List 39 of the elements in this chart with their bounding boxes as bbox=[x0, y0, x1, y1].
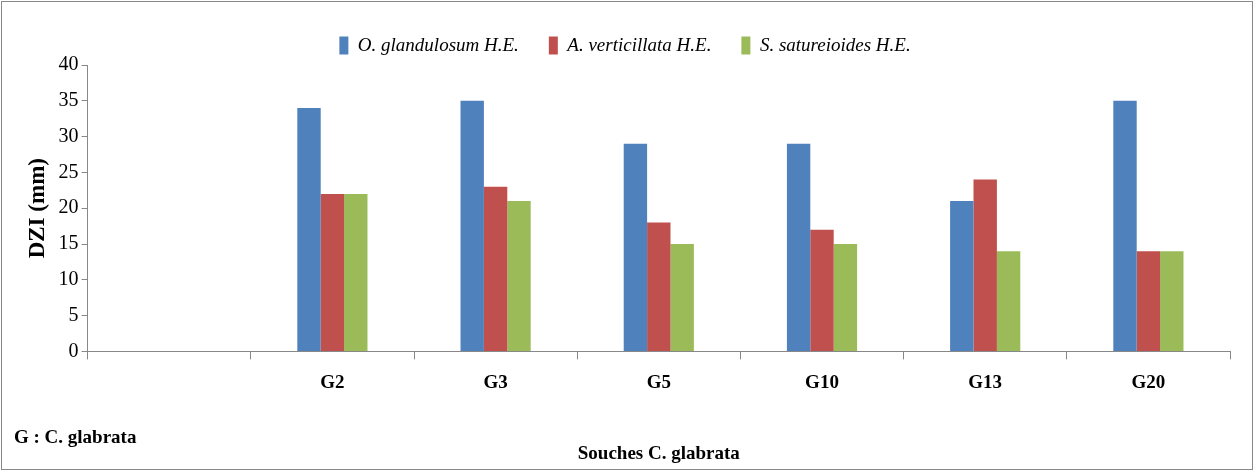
bar bbox=[460, 100, 484, 351]
bar bbox=[647, 222, 671, 351]
x-tick-label: G2 bbox=[320, 370, 345, 392]
x-tick-label: G20 bbox=[1131, 370, 1166, 392]
bar bbox=[973, 179, 997, 351]
bar bbox=[507, 201, 531, 351]
bar bbox=[1160, 251, 1184, 351]
bar bbox=[670, 244, 694, 351]
y-tick-label: 40 bbox=[58, 52, 79, 75]
bar bbox=[623, 143, 648, 351]
bar bbox=[1136, 251, 1161, 351]
bar bbox=[344, 193, 368, 351]
y-tick-label: 15 bbox=[58, 231, 79, 254]
bar bbox=[320, 193, 345, 351]
x-tick-label: G5 bbox=[646, 370, 671, 392]
x-axis-title: Souches C. glabrata bbox=[577, 441, 741, 463]
bar bbox=[1113, 100, 1137, 351]
legend-label: S. satureioides H.E. bbox=[759, 33, 911, 55]
bar bbox=[786, 143, 811, 351]
bar bbox=[996, 251, 1021, 351]
bar bbox=[833, 244, 858, 351]
y-tick-label: 35 bbox=[58, 88, 79, 111]
x-tick-label: G13 bbox=[968, 370, 1003, 392]
y-axis-title: DZI (mm) bbox=[23, 158, 49, 259]
y-tick-label: 10 bbox=[58, 267, 79, 290]
bar bbox=[810, 229, 834, 351]
x-tick-label: G3 bbox=[483, 370, 508, 392]
legend-label: O. glandulosum H.E. bbox=[357, 33, 519, 55]
y-tick-label: 5 bbox=[68, 302, 79, 325]
text: G : C. glabrata bbox=[14, 426, 137, 448]
y-tick-label: 30 bbox=[58, 123, 79, 146]
bar bbox=[297, 107, 321, 351]
y-tick-label: 20 bbox=[58, 195, 79, 218]
y-tick-label: 25 bbox=[58, 159, 79, 182]
x-tick-label: G10 bbox=[805, 370, 839, 392]
bar bbox=[483, 186, 508, 351]
bar bbox=[950, 201, 974, 351]
legend-label: A. verticillata H.E. bbox=[565, 33, 712, 55]
y-tick-label: 0 bbox=[68, 338, 79, 361]
